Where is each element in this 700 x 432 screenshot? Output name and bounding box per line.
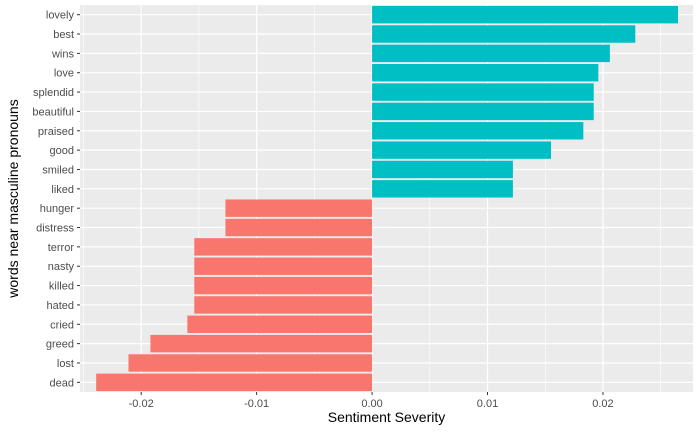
y-tick-label-splendid: splendid [33, 87, 74, 99]
bars [96, 5, 678, 392]
bar-terror [194, 238, 373, 256]
x-tick-label: -0.01 [244, 398, 269, 410]
y-tick-label-hated: hated [46, 300, 74, 312]
y-tick-label-nasty: nasty [48, 261, 75, 273]
bar-splendid [372, 83, 594, 101]
y-tick-label-smiled: smiled [42, 164, 74, 176]
bar-lost [128, 354, 373, 372]
y-tick-label-dead: dead [50, 377, 74, 389]
bar-hated [194, 296, 373, 314]
bar-greed [150, 334, 373, 353]
bar-lovely [372, 5, 678, 24]
x-tick-label: 0.02 [592, 398, 613, 410]
y-tick-label-best: best [53, 29, 74, 41]
bar-nasty [194, 257, 373, 275]
y-tick-label-love: love [54, 68, 74, 80]
bar-dead [96, 373, 373, 392]
x-tick-label: -0.02 [129, 398, 154, 410]
plot-panel [80, 5, 693, 392]
bar-liked [372, 180, 513, 198]
y-tick-label-good: good [50, 145, 74, 157]
bar-killed [194, 276, 373, 295]
y-tick-label-praised: praised [38, 126, 74, 138]
x-tick-label: 0.00 [361, 398, 382, 410]
y-tick-label-terror: terror [48, 242, 75, 254]
y-axis-title: words near masculine pronouns [5, 99, 21, 298]
bar-good [372, 141, 552, 159]
x-axis-ticks: -0.02 -0.01 0.00 0.01 0.02 [129, 392, 614, 410]
bar-beautiful [372, 102, 594, 121]
x-tick-label: 0.01 [477, 398, 498, 410]
y-tick-label-greed: greed [46, 339, 74, 351]
y-tick-label-distress: distress [36, 223, 74, 235]
bar-distress [225, 218, 373, 237]
bar-praised [372, 122, 584, 140]
x-axis-title: Sentiment Severity [328, 409, 446, 425]
bar-smiled [372, 160, 513, 179]
bar-love [372, 64, 599, 82]
y-tick-label-beautiful: beautiful [32, 106, 74, 118]
y-tick-label-lost: lost [57, 358, 74, 370]
y-tick-label-killed: killed [49, 281, 74, 293]
bar-cried [187, 315, 373, 333]
y-tick-label-wins: wins [51, 48, 75, 60]
y-tick-label-cried: cried [50, 319, 74, 331]
y-tick-label-liked: liked [51, 184, 74, 196]
y-axis-ticks: lovely best wins love splendid beautiful prais… [32, 10, 80, 389]
bar-wins [372, 44, 610, 63]
bar-best [372, 25, 636, 43]
y-tick-label-lovely: lovely [46, 10, 75, 22]
y-tick-label-hunger: hunger [40, 203, 75, 215]
bar-hunger [225, 199, 373, 217]
